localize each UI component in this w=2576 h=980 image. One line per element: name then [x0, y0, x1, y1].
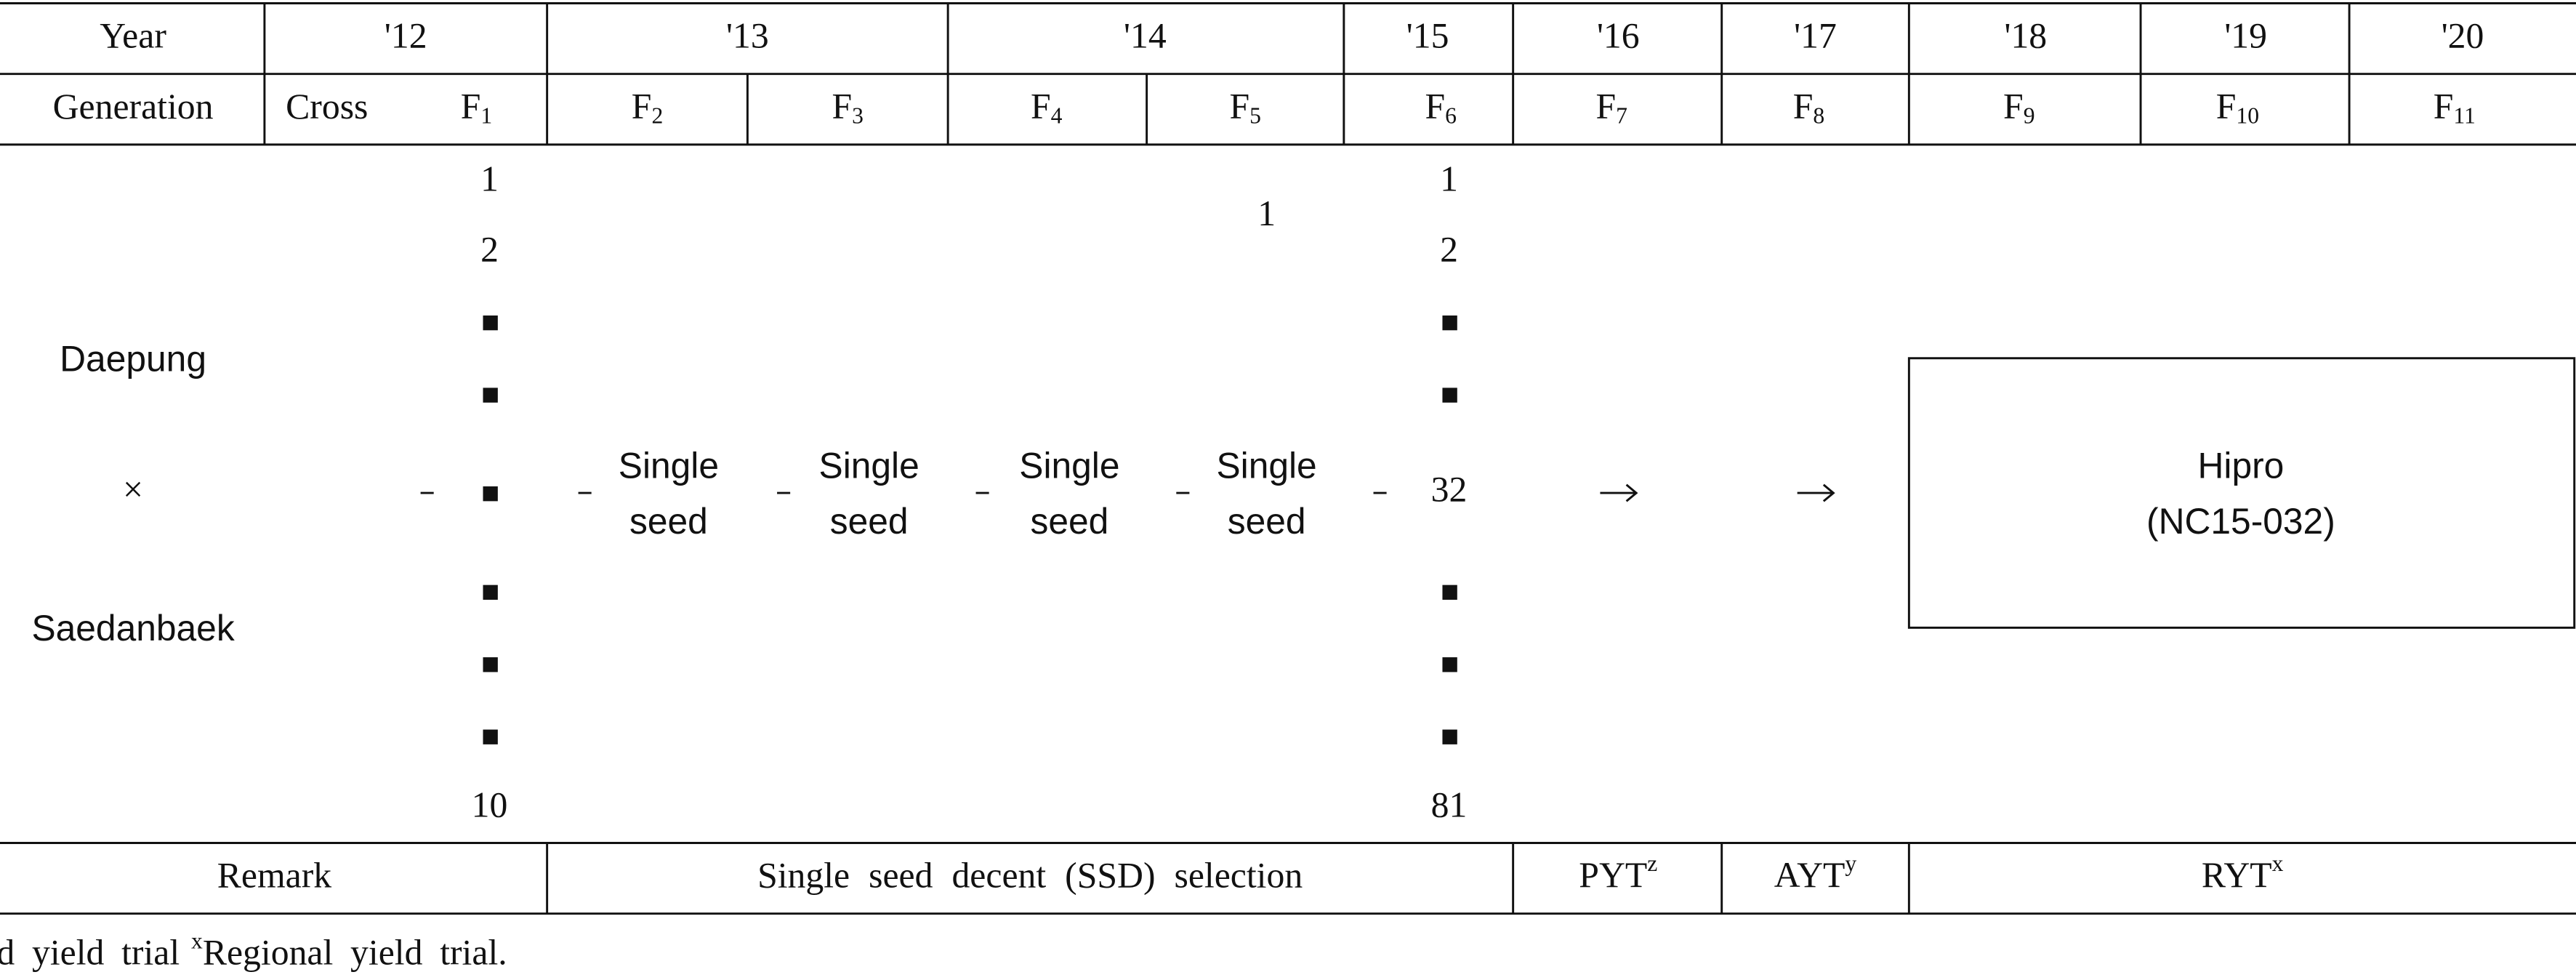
year: '16: [1597, 16, 1640, 56]
trial-mark: z: [1647, 851, 1657, 876]
footnote-text: Regional yield trial.: [203, 933, 507, 973]
generation: F5: [1230, 87, 1261, 129]
cultivar-line: (NC15-032): [2146, 501, 2335, 542]
ssd-step: seed: [830, 501, 909, 542]
generation-sub: 7: [1616, 103, 1627, 129]
generation-letter: F: [2003, 87, 2024, 126]
trial: RYTx: [2202, 851, 2284, 895]
trial-name: AYT: [1774, 856, 1846, 896]
cultivar-name: Hipro: [2198, 445, 2285, 486]
trial: PYTz: [1579, 851, 1657, 895]
generation-letter: F: [461, 87, 481, 126]
generation-sub: 10: [2236, 103, 2259, 129]
year: '19: [2224, 16, 2267, 56]
ssd-step: Single: [819, 445, 919, 486]
generation: F7: [1596, 87, 1627, 129]
arrows: [1600, 483, 1835, 502]
parent-male: Saedanbaek: [31, 608, 234, 648]
ssd-step: seed: [629, 501, 708, 542]
ellipsis-squares: [483, 315, 1457, 744]
generation: F11: [2434, 87, 2476, 129]
f6-line: 81: [1431, 784, 1468, 824]
f1-line: 10: [472, 784, 508, 824]
trial-mark: y: [1845, 851, 1856, 876]
f5-line: 1: [1257, 193, 1276, 233]
generation-letter: F: [1425, 87, 1445, 126]
generation-letter: F: [632, 87, 652, 126]
generation-sub: 11: [2453, 103, 2475, 129]
generation-sub: 3: [852, 103, 864, 129]
cultivar-box: [1907, 357, 2576, 629]
generation-label: Generation: [53, 87, 214, 126]
footnote-mark: x: [191, 928, 203, 954]
generation-letter: F: [2216, 87, 2237, 126]
year: '20: [2442, 16, 2484, 56]
ssd-step: seed: [1030, 501, 1108, 542]
year: '12: [385, 16, 427, 56]
f6-line: 1: [1440, 158, 1458, 198]
remark-ssd: Single seed decent (SSD) selection: [757, 856, 1303, 896]
footnote-text: Advanced yield trial: [0, 933, 180, 973]
trial-name: PYT: [1579, 856, 1647, 896]
generation-letter: F: [1230, 87, 1250, 126]
ssd-step: Single: [1019, 445, 1119, 486]
ssd-step: seed: [1228, 501, 1306, 542]
generation-sub: 8: [1813, 103, 1824, 129]
generation: F6: [1425, 87, 1456, 129]
trial: AYTy: [1774, 851, 1857, 895]
generation-letter: F: [1793, 87, 1814, 126]
footnote: zPreliminary yield trialyAdvanced yield …: [0, 928, 507, 973]
generation: F8: [1793, 87, 1824, 129]
generation-letter: F: [1031, 87, 1051, 126]
generation: F4: [1031, 87, 1063, 129]
generation: F2: [632, 87, 663, 129]
generation-sub: 2: [651, 103, 663, 129]
year-label: Year: [100, 16, 166, 56]
generation: F9: [2003, 87, 2034, 129]
f6-line: 2: [1440, 229, 1458, 269]
generation: F10: [2216, 87, 2259, 129]
year: '13: [726, 16, 769, 56]
generation-letter: F: [832, 87, 853, 126]
rules: [0, 2, 2576, 915]
ssd-step: Single: [1217, 445, 1317, 486]
generation-sub: 1: [480, 103, 492, 129]
generation-sub: 5: [1249, 103, 1261, 129]
generation-sub: 9: [2024, 103, 2035, 129]
year: '18: [2004, 16, 2047, 56]
year: '15: [1406, 16, 1449, 56]
f1-line: 2: [480, 229, 499, 269]
trial-mark: x: [2272, 851, 2284, 876]
cross: Cross: [286, 87, 368, 126]
f1-line: 1: [480, 158, 499, 198]
generation: F3: [832, 87, 864, 129]
generation-sub: 6: [1445, 103, 1457, 129]
generation-letter: F: [1596, 87, 1617, 126]
parent-female: Daepung: [60, 338, 206, 379]
year: '14: [1124, 16, 1167, 56]
remark-label: Remark: [217, 856, 332, 896]
generation: F1: [461, 87, 492, 129]
cross-symbol: ×: [123, 469, 143, 509]
year: '17: [1794, 16, 1837, 56]
generation-sub: 4: [1051, 103, 1063, 129]
f6-line: 32: [1431, 469, 1468, 509]
generation-letter: F: [2434, 87, 2454, 126]
trial-name: RYT: [2202, 856, 2272, 896]
ssd-step: Single: [619, 445, 719, 486]
